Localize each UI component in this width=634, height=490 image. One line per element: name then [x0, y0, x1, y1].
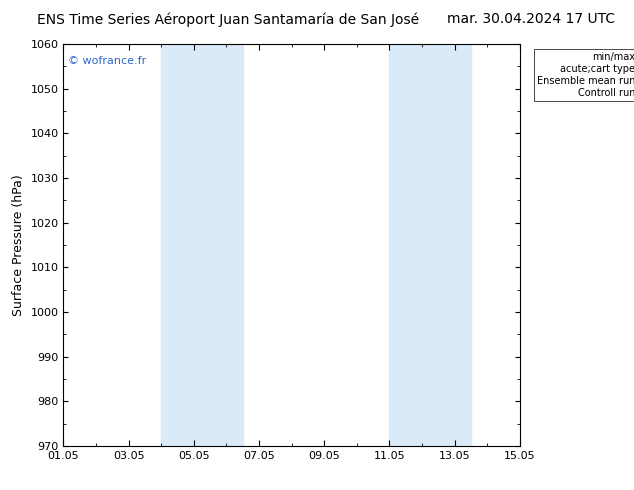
Text: ENS Time Series Aéroport Juan Santamaría de San José: ENS Time Series Aéroport Juan Santamaría… — [37, 12, 419, 27]
Bar — [389, 44, 471, 446]
Text: © wofrance.fr: © wofrance.fr — [68, 56, 146, 66]
Legend: min/max, acute;cart type, Ensemble mean run, Controll run: min/max, acute;cart type, Ensemble mean … — [534, 49, 634, 100]
Text: mar. 30.04.2024 17 UTC: mar. 30.04.2024 17 UTC — [447, 12, 615, 26]
Bar — [161, 44, 243, 446]
Y-axis label: Surface Pressure (hPa): Surface Pressure (hPa) — [12, 174, 25, 316]
